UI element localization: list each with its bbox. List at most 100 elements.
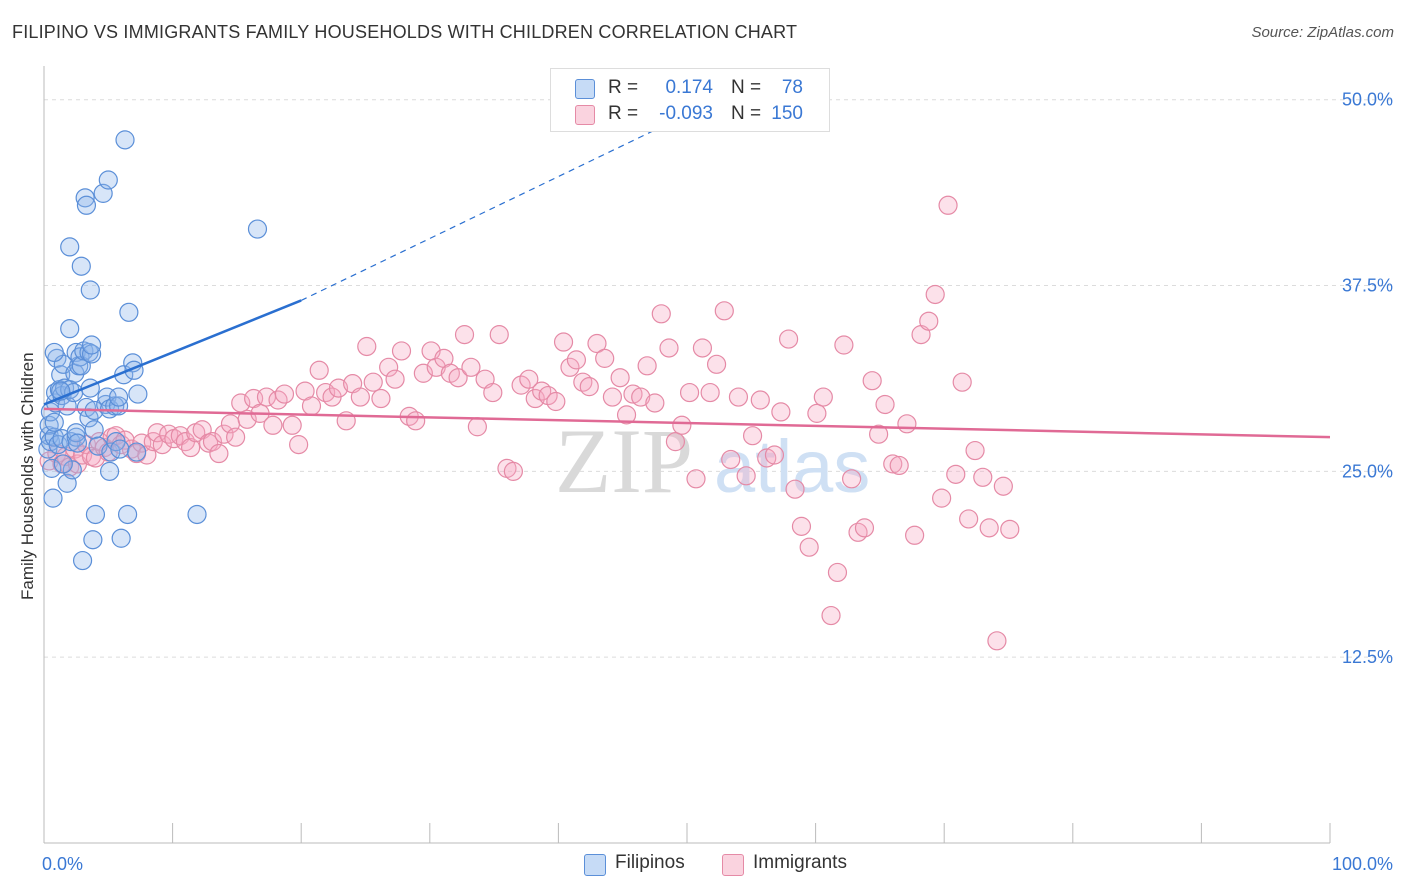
immigrants-point (328, 378, 349, 398)
immigrants-point (979, 518, 999, 538)
immigrants-point (883, 454, 903, 474)
immigrants-point (946, 464, 966, 484)
immigrants-point (483, 382, 503, 403)
filipinos-point (84, 420, 104, 440)
immigrants-point (263, 415, 283, 435)
immigrants-point (371, 388, 391, 409)
x-tick-label-min: 0.0% (42, 854, 83, 874)
immigrants-point (631, 387, 651, 407)
watermark-zip: ZIP (555, 410, 693, 512)
immigrants-point (897, 414, 917, 434)
immigrants-point (379, 357, 399, 377)
immigrants-point (274, 384, 295, 404)
immigrants-point (350, 387, 370, 407)
immigrants-point (952, 372, 972, 392)
legend-r-value: -0.093 (659, 103, 713, 124)
immigrants-point (959, 509, 979, 529)
immigrants-point (869, 424, 889, 444)
immigrants-point (214, 424, 234, 444)
filipinos-point (67, 433, 88, 453)
filipinos-point (81, 335, 102, 355)
immigrants-point (842, 469, 862, 489)
immigrants-point (645, 393, 665, 413)
legend-row-immigrants: R = -0.093 N = 150 (551, 101, 829, 127)
immigrants-point (553, 332, 574, 352)
immigrants-trend-line (43, 407, 1331, 439)
immigrants-point (813, 387, 833, 407)
legend-r-value: 0.174 (665, 77, 713, 98)
filipinos-point (187, 504, 207, 525)
filipinos-point (117, 504, 138, 525)
immigrants-point (651, 304, 671, 324)
filipinos-point (43, 488, 63, 508)
filipinos-point (60, 237, 80, 257)
filipinos-point (72, 550, 93, 571)
immigrants-point (736, 466, 756, 486)
y-tick-label: 12.5% (1342, 647, 1393, 667)
filipinos-point (66, 427, 86, 447)
immigrants-point (742, 426, 763, 446)
immigrants-point (672, 415, 692, 435)
legend-swatch-filipinos (575, 79, 595, 99)
immigrants-point (659, 338, 679, 358)
immigrants-point (391, 341, 412, 361)
filipinos-point (115, 130, 135, 150)
immigrants-point (209, 443, 229, 464)
immigrants-point (623, 384, 643, 404)
bottom-legend-swatch-filipinos (584, 854, 606, 876)
immigrants-point (454, 325, 475, 345)
immigrants-point (807, 403, 827, 423)
filipinos-point (119, 302, 139, 322)
immigrants-point (566, 350, 587, 370)
immigrants-point (511, 375, 531, 395)
source-label: Source: ZipAtlas.com (1251, 24, 1394, 41)
filipinos-point (42, 458, 62, 478)
immigrants-point (202, 432, 223, 452)
immigrants-point (700, 382, 720, 403)
immigrants-point (301, 396, 322, 416)
immigrants-point (289, 435, 309, 455)
immigrants-point (385, 369, 405, 389)
immigrants-point (889, 455, 909, 476)
legend-n-value: 78 (781, 77, 803, 98)
immigrants-point (714, 301, 734, 321)
immigrants-point (616, 405, 637, 425)
immigrants-point (778, 329, 799, 349)
immigrants-point (461, 357, 481, 377)
filipinos-point (53, 454, 73, 474)
filipinos-point (128, 384, 148, 404)
filipinos-trend-extension (300, 114, 688, 301)
immigrants-point (560, 357, 580, 377)
immigrants-point (686, 469, 706, 489)
bottom-legend-swatch-immigrants (722, 854, 744, 876)
immigrants-point (595, 348, 615, 368)
immigrants-point (503, 461, 523, 481)
filipinos-point (80, 280, 100, 300)
immigrants-point (827, 562, 848, 583)
filipinos-trend-line (43, 299, 302, 406)
immigrants-point (1000, 519, 1020, 539)
immigrants-point (764, 445, 785, 465)
immigrants-point (821, 605, 841, 626)
legend-n-value: 150 (771, 103, 803, 124)
filipinos-point (44, 412, 64, 432)
immigrants-point (938, 195, 958, 215)
filipinos-point (76, 195, 97, 215)
immigrants-point (799, 537, 819, 557)
filipinos-point (71, 256, 91, 276)
y-tick-label: 37.5% (1342, 276, 1393, 296)
immigrants-point (721, 449, 741, 470)
immigrants-point (875, 394, 895, 415)
immigrants-point (546, 391, 566, 412)
immigrants-point (679, 382, 700, 403)
filipinos-point (75, 188, 95, 208)
filipinos-point (98, 170, 118, 190)
immigrants-point (152, 435, 172, 455)
filipinos-point (44, 342, 64, 363)
legend-r-label: R = (608, 103, 639, 124)
immigrants-point (750, 390, 770, 410)
bottom-legend-label-filipinos: Filipinos (615, 852, 685, 873)
immigrants-point (692, 338, 713, 358)
immigrants-point (519, 369, 539, 389)
